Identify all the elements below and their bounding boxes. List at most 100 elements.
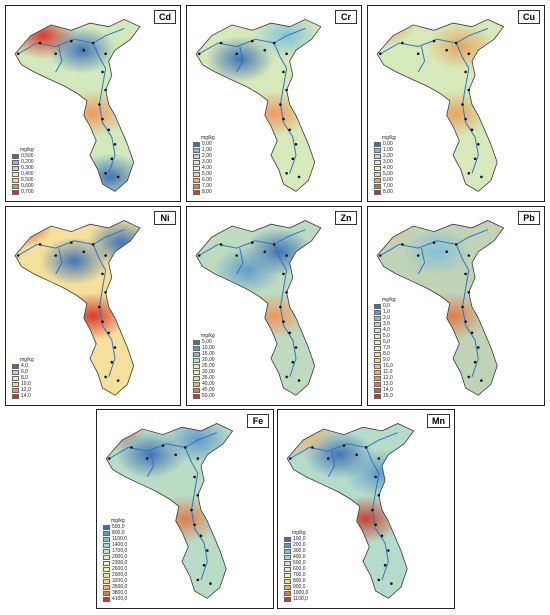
legend-entry: 2300,0 (103, 560, 127, 566)
legend-swatch (103, 596, 110, 602)
legend-entry: 7,0 (374, 345, 396, 351)
legend-entry: 6,0 (12, 369, 34, 375)
sampling-point (16, 52, 20, 56)
legend-entry: 8,0 (374, 351, 396, 357)
legend-entry: 4,0 (12, 363, 34, 369)
river-line (327, 450, 336, 478)
sampling-point (196, 578, 200, 582)
sampling-point (251, 39, 254, 43)
color-legend: mg/kg 0,00 1,00 2,00 3,00 4,00 5,00 6,00 7,00 8,0… (374, 135, 396, 195)
concentration-hotspot (47, 26, 117, 74)
legend-entry: 400,0 (284, 554, 308, 560)
legend-swatch (193, 171, 200, 177)
legend-value: 0,500 (21, 177, 34, 183)
sampling-point (101, 272, 104, 276)
legend-swatch (374, 387, 381, 393)
sampling-point (461, 305, 464, 309)
sampling-point (473, 157, 477, 161)
legend-value: 6,00 (383, 177, 393, 183)
sampling-point (480, 379, 483, 382)
river-line (380, 28, 488, 55)
sampling-point (91, 243, 95, 246)
legend-swatch (374, 315, 381, 321)
sampling-point (235, 254, 238, 257)
legend-value: 100,0 (293, 536, 306, 542)
legend-entry: 15,00 (193, 351, 215, 357)
sampling-point (387, 549, 390, 552)
legend-value: 400,0 (293, 554, 306, 560)
legend-entry: 0,500 (12, 177, 34, 183)
legend-value: 0,200 (21, 159, 34, 165)
legend-value: 2900,0 (112, 572, 128, 578)
legend-swatch (12, 153, 19, 159)
sampling-point (473, 360, 477, 364)
legend-swatch (193, 159, 200, 165)
legend-swatch (103, 542, 110, 548)
sampling-point (371, 508, 374, 512)
legend-entry: 8,00 (374, 189, 396, 195)
legend-value: 9,0 (383, 357, 390, 363)
legend-entry: 0,00 (374, 141, 396, 147)
legend-value: 300,0 (293, 548, 306, 554)
sampling-point (432, 39, 436, 43)
sampling-point (101, 70, 104, 74)
sampling-point (342, 444, 346, 447)
element-label: Ni (154, 211, 176, 225)
legend-value: 2,00 (383, 153, 393, 159)
sampling-point (107, 331, 110, 335)
legend-entry: 7,00 (374, 183, 396, 189)
legend-swatch (193, 165, 200, 171)
sampling-point (383, 563, 387, 567)
sampling-point (38, 41, 42, 45)
legend-entry: 3,0 (374, 321, 396, 327)
map-panel-fe: Fe mg/kg 500,0 800,0 1100,0 1400,0 1700,0 2000,… (96, 409, 274, 609)
sampling-point (416, 254, 420, 257)
legend-entry: 2000,0 (103, 554, 127, 560)
legend-value: 14,0 (383, 387, 393, 393)
sampling-point (461, 103, 464, 106)
sampling-point (161, 444, 165, 447)
legend-value: 11,0 (383, 369, 393, 375)
legend-value: 800,0 (293, 578, 306, 584)
legend-value: 10,00 (202, 345, 215, 351)
sampling-point (480, 175, 483, 179)
legend-value: 0,300 (21, 165, 34, 171)
sampling-point (374, 523, 377, 526)
legend-value: 8,0 (383, 351, 390, 357)
legend-value: 15,00 (202, 351, 215, 357)
interpolation-map (105, 423, 234, 599)
basin-outline (376, 18, 505, 192)
legend-swatch (374, 141, 381, 147)
legend-swatch (193, 393, 200, 399)
sampling-point (401, 243, 404, 246)
legend-entry: 1000,0 (284, 590, 308, 596)
sampling-point (467, 88, 471, 92)
legend-entry: 300,0 (284, 548, 308, 554)
sampling-point (467, 291, 471, 294)
legend-swatch (284, 542, 291, 548)
legend-swatch (374, 327, 381, 333)
legend-swatch (12, 159, 19, 165)
river-line (198, 28, 306, 55)
legend-swatch (193, 369, 200, 375)
sampling-point (54, 254, 57, 257)
legend-entry: 10,0 (374, 363, 396, 369)
sampling-point (285, 254, 288, 257)
legend-swatch (193, 189, 200, 195)
legend-swatch (374, 381, 381, 387)
sampling-point (16, 254, 20, 257)
sampling-point (196, 457, 200, 460)
sampling-point (445, 48, 448, 52)
legend-entry: 5,0 (374, 333, 396, 339)
concentration-hotspot (58, 292, 128, 341)
legend-swatch (374, 375, 381, 381)
legend-swatch (374, 189, 381, 195)
legend-value: 35,00 (202, 375, 215, 381)
sampling-point (297, 379, 301, 382)
sampling-point (38, 243, 42, 246)
legend-entry: 14,0 (12, 393, 34, 399)
sampling-point (380, 534, 384, 538)
basin-outline (14, 220, 141, 396)
legend-entry: 9,0 (374, 357, 396, 363)
map-panel-cd: Cd mg/kg 0,500 0,200 0,300 0,400 0,500 0,600 0,7… (5, 5, 181, 202)
